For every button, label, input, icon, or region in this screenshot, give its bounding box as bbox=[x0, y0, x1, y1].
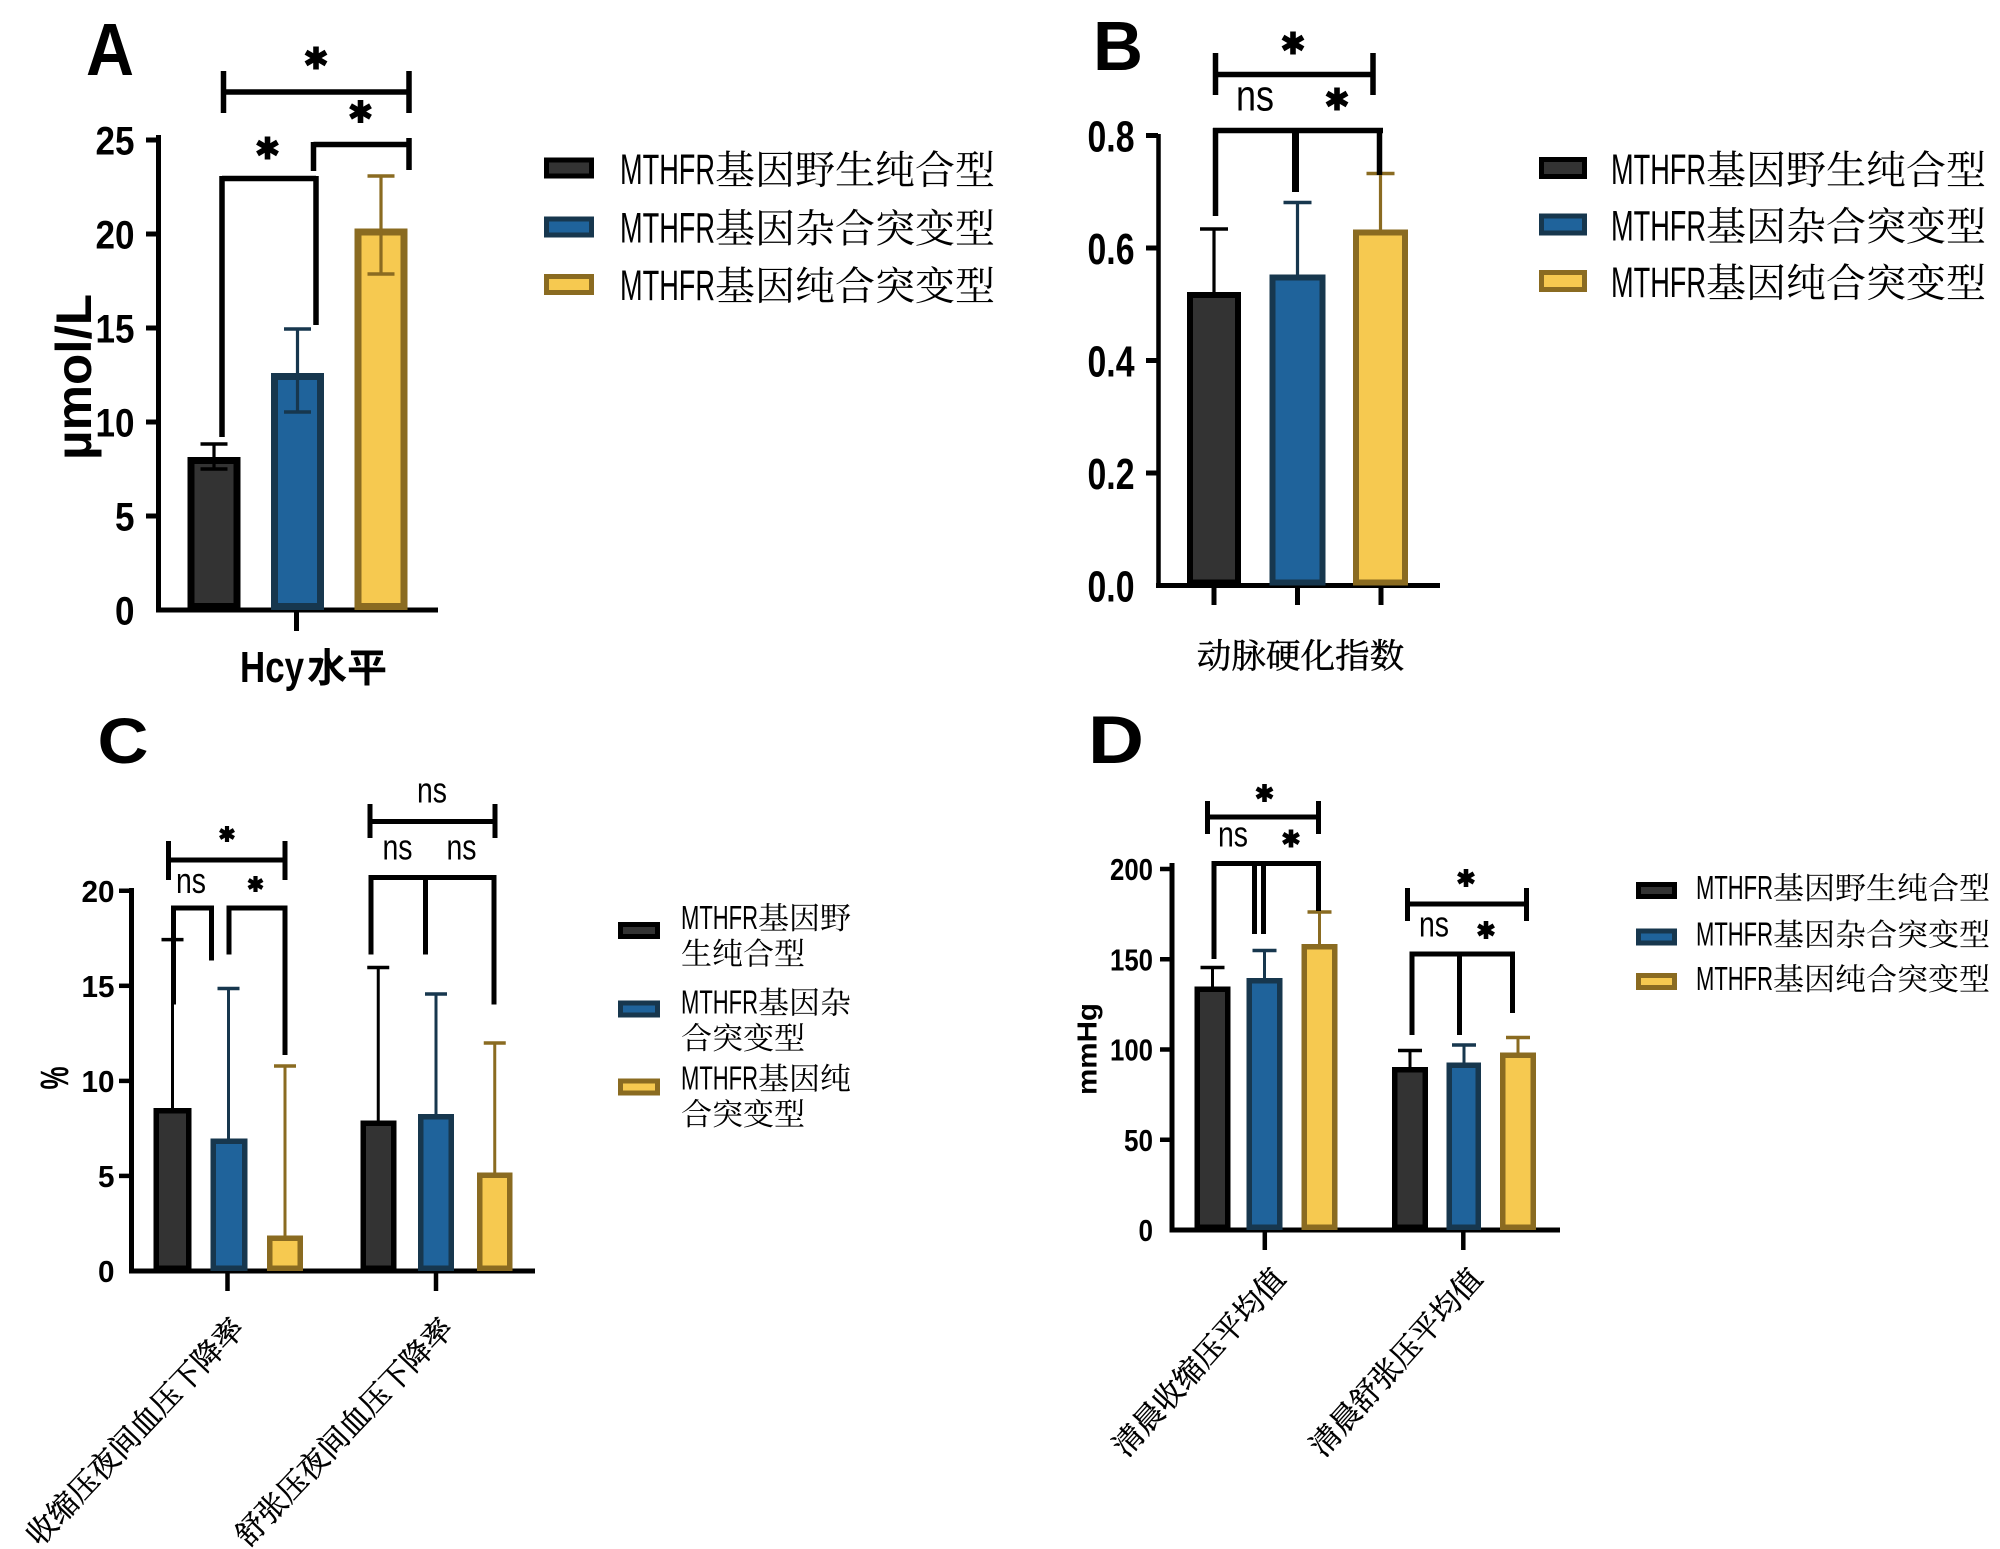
svg-text:25: 25 bbox=[96, 119, 135, 163]
svg-text:ns: ns bbox=[417, 770, 447, 811]
svg-text:%: % bbox=[33, 1067, 77, 1090]
svg-text:50: 50 bbox=[1124, 1123, 1153, 1158]
svg-text:MTHFR: MTHFR bbox=[681, 1060, 758, 1097]
svg-text:0: 0 bbox=[115, 589, 135, 633]
svg-text:MTHFR: MTHFR bbox=[1696, 916, 1773, 953]
svg-text:20: 20 bbox=[82, 874, 115, 909]
svg-text:0: 0 bbox=[1139, 1213, 1154, 1248]
svg-text:200: 200 bbox=[1110, 852, 1153, 887]
svg-text:ns: ns bbox=[383, 827, 413, 868]
svg-text:B: B bbox=[1093, 7, 1143, 85]
svg-text:ns: ns bbox=[447, 827, 477, 868]
svg-text:µmol/L: µmol/L bbox=[46, 294, 102, 460]
svg-text:Hcy: Hcy bbox=[240, 643, 304, 692]
svg-text:5: 5 bbox=[115, 495, 135, 539]
svg-text:15: 15 bbox=[82, 969, 115, 1004]
svg-text:ns: ns bbox=[1236, 72, 1274, 121]
svg-text:MTHFR: MTHFR bbox=[1611, 203, 1706, 251]
svg-text:mmHg: mmHg bbox=[1072, 1003, 1103, 1095]
svg-text:0.8: 0.8 bbox=[1088, 113, 1135, 162]
svg-text:MTHFR: MTHFR bbox=[1611, 146, 1706, 194]
svg-text:150: 150 bbox=[1110, 942, 1153, 977]
svg-text:0.4: 0.4 bbox=[1088, 338, 1135, 387]
svg-text:MTHFR: MTHFR bbox=[1696, 869, 1773, 906]
svg-text:5: 5 bbox=[98, 1159, 115, 1194]
svg-text:A: A bbox=[86, 8, 134, 91]
svg-text:D: D bbox=[1088, 702, 1144, 778]
svg-text:10: 10 bbox=[82, 1064, 115, 1099]
svg-text:20: 20 bbox=[96, 213, 135, 257]
svg-text:MTHFR: MTHFR bbox=[1696, 960, 1773, 997]
svg-text:100: 100 bbox=[1110, 1033, 1153, 1068]
svg-text:0.6: 0.6 bbox=[1088, 225, 1135, 274]
svg-text:MTHFR: MTHFR bbox=[681, 899, 758, 936]
svg-text:MTHFR: MTHFR bbox=[681, 984, 758, 1021]
svg-text:0.0: 0.0 bbox=[1088, 563, 1135, 612]
svg-text:0.2: 0.2 bbox=[1088, 450, 1135, 499]
svg-text:MTHFR: MTHFR bbox=[1611, 259, 1706, 307]
svg-text:C: C bbox=[98, 705, 149, 777]
svg-text:MTHFR: MTHFR bbox=[620, 146, 715, 194]
svg-text:0: 0 bbox=[98, 1254, 115, 1289]
svg-text:ns: ns bbox=[1218, 814, 1248, 855]
svg-text:ns: ns bbox=[176, 860, 206, 901]
svg-text:ns: ns bbox=[1419, 904, 1449, 945]
svg-text:MTHFR: MTHFR bbox=[620, 262, 715, 310]
svg-text:10: 10 bbox=[96, 401, 135, 445]
svg-text:MTHFR: MTHFR bbox=[620, 205, 715, 253]
svg-text:15: 15 bbox=[96, 307, 135, 351]
